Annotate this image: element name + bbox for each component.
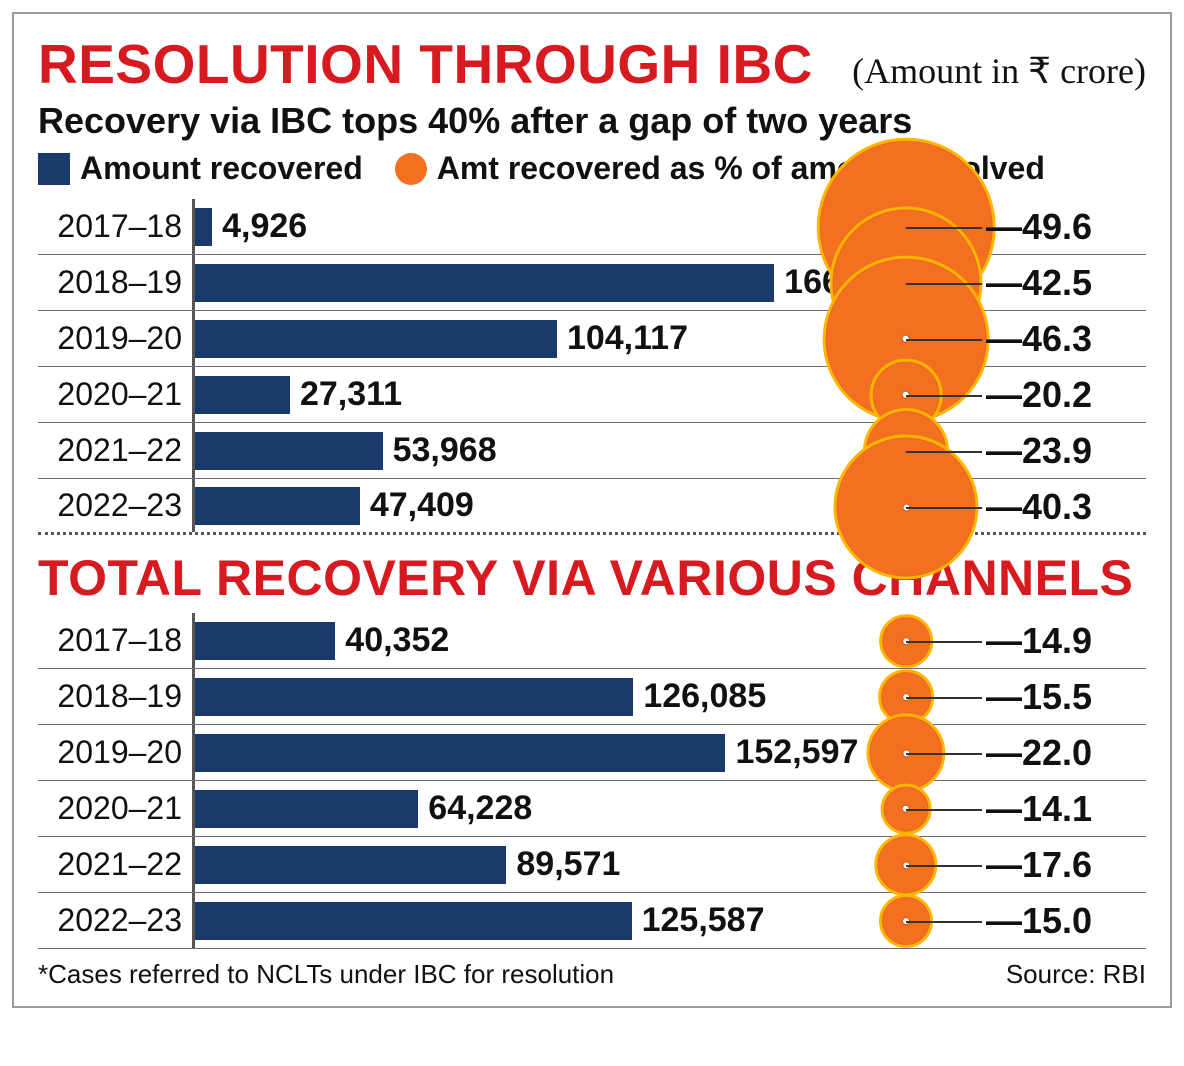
legend-square-icon: [38, 153, 70, 185]
bar-area: 152,597: [192, 725, 1146, 780]
bar-area: 104,117: [192, 311, 1146, 366]
bar-area: 47,409: [192, 479, 1146, 532]
legend-item-1: Amount recovered: [80, 150, 363, 187]
units-label: (Amount in ₹ crore): [852, 50, 1146, 92]
year-label: 2017–18: [38, 622, 192, 659]
bar-area: 89,571: [192, 837, 1146, 892]
chart-row: 2019–20 152,597: [38, 725, 1146, 781]
bar: [195, 376, 290, 414]
legend-circle-icon: [395, 153, 427, 185]
year-label: 2022–23: [38, 902, 192, 939]
chart-row: 2019–20 104,117: [38, 311, 1146, 367]
legend-item-2: Amt recovered as % of amount involved: [437, 150, 1045, 187]
bar: [195, 902, 632, 940]
infographic-frame: RESOLUTION THROUGH IBC (Amount in ₹ cror…: [12, 12, 1172, 1008]
bar-value-label: 89,571: [516, 845, 620, 884]
bar: [195, 487, 360, 525]
bar-area: 166,600: [192, 255, 1146, 310]
year-label: 2018–19: [38, 264, 192, 301]
bar: [195, 208, 212, 246]
bar-area: 4,926: [192, 199, 1146, 254]
year-label: 2021–22: [38, 432, 192, 469]
chart-row: 2020–21 27,311: [38, 367, 1146, 423]
chart-ibc: 2017–18 4,926 2018–19 166,600 2019–20 104,117…: [38, 199, 1146, 535]
bar: [195, 264, 774, 302]
chart-row: 2022–23 47,409: [38, 479, 1146, 535]
bar-value-label: 40,352: [345, 621, 449, 660]
bar-value-label: 4,926: [222, 207, 307, 246]
bar-value-label: 64,228: [428, 789, 532, 828]
bar-value-label: 152,597: [735, 733, 858, 772]
chart-row: 2022–23 125,587: [38, 893, 1146, 949]
header-row: RESOLUTION THROUGH IBC (Amount in ₹ cror…: [38, 32, 1146, 96]
bar-area: 53,968: [192, 423, 1146, 478]
bar-value-label: 27,311: [300, 375, 402, 414]
bar-area: 126,085: [192, 669, 1146, 724]
year-label: 2021–22: [38, 846, 192, 883]
bar-value-label: 125,587: [642, 901, 765, 940]
bar: [195, 320, 557, 358]
bar: [195, 846, 506, 884]
year-label: 2017–18: [38, 208, 192, 245]
bar-area: 40,352: [192, 613, 1146, 668]
chart2-title: TOTAL RECOVERY VIA VARIOUS CHANNELS: [38, 549, 1146, 607]
bar-value-label: 126,085: [643, 677, 766, 716]
source: Source: RBI: [1006, 959, 1146, 990]
chart-row: 2018–19 166,600: [38, 255, 1146, 311]
chart-row: 2017–18 40,352: [38, 613, 1146, 669]
chart-row: 2018–19 126,085: [38, 669, 1146, 725]
bar: [195, 790, 418, 828]
chart-row: 2021–22 89,571: [38, 837, 1146, 893]
chart-total: 2017–18 40,352 2018–19 126,085 2019–20 152,59…: [38, 613, 1146, 949]
year-label: 2020–21: [38, 790, 192, 827]
bar-area: 64,228: [192, 781, 1146, 836]
bar-area: 125,587: [192, 893, 1146, 948]
year-label: 2019–20: [38, 734, 192, 771]
footnote: *Cases referred to NCLTs under IBC for r…: [38, 959, 614, 990]
bar-value-label: 104,117: [567, 319, 688, 358]
bar-value-label: 53,968: [393, 431, 497, 470]
year-label: 2018–19: [38, 678, 192, 715]
bar: [195, 622, 335, 660]
bar-value-label: 47,409: [370, 486, 474, 525]
bar-value-label: 166,600: [784, 263, 907, 302]
bar: [195, 734, 725, 772]
year-label: 2019–20: [38, 320, 192, 357]
bar: [195, 432, 383, 470]
chart1-subtitle: Recovery via IBC tops 40% after a gap of…: [38, 100, 1146, 142]
footer-row: *Cases referred to NCLTs under IBC for r…: [38, 959, 1146, 990]
chart-row: 2021–22 53,968: [38, 423, 1146, 479]
year-label: 2020–21: [38, 376, 192, 413]
chart-row: 2017–18 4,926: [38, 199, 1146, 255]
bar-area: 27,311: [192, 367, 1146, 422]
legend: Amount recovered Amt recovered as % of a…: [38, 150, 1146, 187]
bar: [195, 678, 633, 716]
year-label: 2022–23: [38, 487, 192, 524]
chart-row: 2020–21 64,228: [38, 781, 1146, 837]
chart1-title: RESOLUTION THROUGH IBC: [38, 32, 813, 96]
